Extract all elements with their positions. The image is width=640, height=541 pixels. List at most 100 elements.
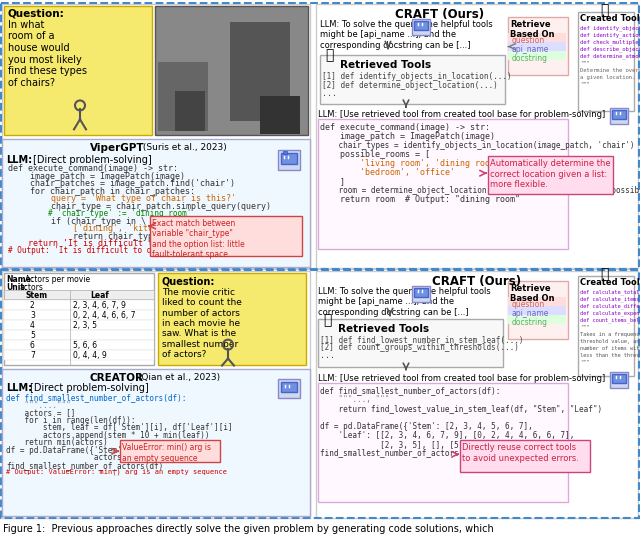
Text: ['dining', 'kitchen', 'liv...': ['dining', 'kitchen', 'liv...' [13, 224, 223, 233]
Bar [1, 3, 639, 269]
Text: def identify_object_attribute(...):: def identify_object_attribute(...): [580, 25, 640, 31]
Text: def identify_action_around_object(...):: def identify_action_around_object(...): [580, 32, 640, 38]
Text: 4: 4 [30, 321, 35, 329]
Text: 5: 5 [30, 331, 35, 340]
Text: Leaf: Leaf [90, 291, 109, 300]
Text: (Suris et al., 2023): (Suris et al., 2023) [140, 143, 227, 153]
Bar [260, 96, 300, 134]
Text: [2] def determine_object_location(...): [2] def determine_object_location(...) [322, 81, 498, 89]
Text: Question:: Question: [8, 9, 65, 19]
Text: Automatically determine the
correct location given a list:
more flexible.: Automatically determine the correct loca… [490, 159, 611, 189]
Text: 3: 3 [30, 311, 35, 320]
Bar [281, 153, 297, 164]
Text: LLM: To solve the query, the helpful tools
might be [api_name ...], and the
corr: LLM: To solve the query, the helpful too… [318, 287, 491, 316]
Bar [318, 120, 568, 249]
Bar [158, 273, 306, 365]
Text: 2: 2 [30, 301, 35, 310]
Bar [578, 12, 634, 111]
Bar [2, 140, 310, 267]
Bar [281, 381, 297, 392]
Text: """: """ [580, 82, 589, 87]
Text: possible_rooms = [: possible_rooms = [ [320, 150, 430, 159]
Bar [460, 440, 590, 472]
Text: 🔧: 🔧 [325, 49, 333, 63]
Text: 5, 6, 6: 5, 6, 6 [73, 341, 97, 349]
Text: ViperGPT: ViperGPT [90, 143, 145, 153]
Bar [4, 290, 154, 299]
Text: 2, 3, 5: 2, 3, 5 [73, 321, 97, 329]
Text: Retrieved Tools: Retrieved Tools [340, 60, 431, 70]
Bar [120, 440, 220, 462]
Text: return min(actors): return min(actors) [6, 438, 108, 447]
Text: Actors per movie: Actors per movie [25, 275, 90, 284]
Bar [278, 150, 300, 170]
Bar [4, 340, 154, 349]
Text: LLM: [Use retrieved tool from created tool base for problem-solving]: LLM: [Use retrieved tool from created to… [318, 110, 605, 120]
Text: 'Leaf': [[2, 3, 4, 6, 7, 9], [0, 2, 4, 4, 6, 6, 7],: 'Leaf': [[2, 3, 4, 6, 7, 9], [0, 2, 4, 4… [320, 431, 574, 440]
Text: Retrieve
Based On: Retrieve Based On [510, 284, 554, 304]
Text: def execute_command(image) -> str:: def execute_command(image) -> str: [8, 164, 178, 173]
Text: # Output: ValueError: min() arg is an empty sequence: # Output: ValueError: min() arg is an em… [6, 469, 227, 475]
Text: api_name: api_name [512, 44, 549, 54]
Text: question: question [512, 36, 545, 45]
Text: """: """ [580, 325, 589, 329]
Bar [230, 22, 290, 121]
Text: Unit:: Unit: [6, 283, 27, 292]
Text: # 'chair_type' := 'dining room': # 'chair_type' := 'dining room' [12, 209, 192, 218]
Bar [612, 110, 626, 120]
Text: [Direct problem-solving]: [Direct problem-solving] [30, 382, 148, 393]
Text: [1] def identify_objects_in_location(...): [1] def identify_objects_in_location(...… [322, 71, 511, 81]
Text: def calculate_difference_between_rows(...):: def calculate_difference_between_rows(..… [580, 304, 640, 309]
Text: docstring: docstring [512, 54, 548, 63]
Text: Created Toolset: Created Toolset [580, 278, 640, 287]
Text: def calculate_expenses_on_date(...):: def calculate_expenses_on_date(...): [580, 311, 640, 316]
Bar [2, 368, 310, 516]
Text: Determine the overall atmosphere of: Determine the overall atmosphere of [580, 68, 640, 72]
Text: for chair_patch in chair_patches:: for chair_patch in chair_patches: [10, 187, 195, 196]
Bar [508, 17, 568, 75]
Bar [4, 329, 154, 340]
Bar [318, 319, 503, 367]
Text: [1] def find_lowest_number_in_stem_leaf(...): [1] def find_lowest_number_in_stem_leaf(… [320, 335, 524, 344]
Text: def count_items_below_threshold(...):: def count_items_below_threshold(...): [580, 318, 640, 324]
Bar [578, 276, 634, 375]
Text: CRAFT (Ours): CRAFT (Ours) [396, 8, 484, 21]
Text: Name:: Name: [6, 275, 34, 284]
Text: 7: 7 [30, 351, 35, 360]
Text: api_name: api_name [512, 309, 549, 318]
Text: def calculate_items_from_ratio(...):: def calculate_items_from_ratio(...): [580, 297, 640, 302]
Bar [320, 55, 505, 104]
Bar [488, 156, 613, 194]
Text: Created Toolset: Created Toolset [580, 14, 640, 23]
Bar [414, 21, 428, 30]
Bar [612, 373, 626, 382]
Bar [150, 216, 302, 256]
Text: # Output: 'It is difficult to determine...: # Output: 'It is difficult to determine.… [8, 247, 202, 255]
Bar [508, 42, 566, 51]
Bar [508, 315, 566, 324]
Text: 2, 3, 4, 6, 7, 9: 2, 3, 4, 6, 7, 9 [73, 301, 126, 310]
Bar [412, 286, 430, 302]
Bar [508, 51, 566, 60]
Text: def check_multiple_properties(...):: def check_multiple_properties(...): [580, 39, 640, 45]
Text: chair_types = identify_objects_in_location(image_patch, 'chair'): chair_types = identify_objects_in_locati… [320, 141, 634, 150]
Text: CRAFT (Ours): CRAFT (Ours) [433, 275, 522, 288]
Bar [414, 288, 428, 297]
Text: ]: ] [320, 177, 345, 186]
Text: actors: actors [20, 283, 44, 292]
Text: 'bedroom', 'office': 'bedroom', 'office' [320, 168, 455, 177]
Text: LLM:: LLM: [6, 382, 32, 393]
Text: room = determine_object_location(image_patch, chair_types, possible_rooms): room = determine_object_location(image_p… [320, 186, 640, 195]
Text: actors = []: actors = [] [6, 408, 76, 418]
Bar [175, 91, 205, 131]
Text: Question:: Question: [162, 277, 216, 287]
Text: def find_smallest_number_of_actors(df):: def find_smallest_number_of_actors(df): [6, 393, 186, 403]
Text: In what
room of a
house would
you most likely
find these types
of chairs?: In what room of a house would you most l… [8, 19, 87, 88]
Bar [2, 271, 310, 518]
Text: """: """ [580, 360, 589, 365]
Bar [316, 4, 638, 268]
Text: 🗃: 🗃 [600, 3, 609, 17]
Text: df = pd.DataFrame({'Stem': ..., 'Leaf':: df = pd.DataFrame({'Stem': ..., 'Leaf': [6, 446, 186, 455]
Bar [283, 151, 287, 154]
Text: def execute_command(image) -> str:: def execute_command(image) -> str: [320, 123, 490, 133]
